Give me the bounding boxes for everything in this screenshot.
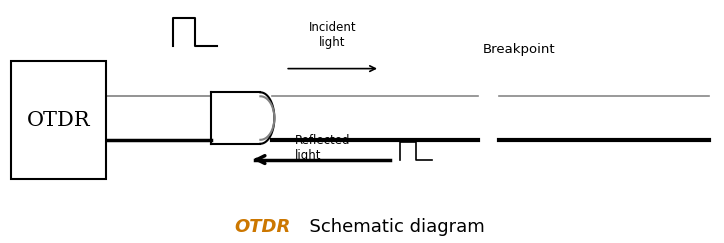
Bar: [12, 61, 106, 179]
Text: OTDR: OTDR: [234, 218, 290, 236]
Text: Reflected
light: Reflected light: [295, 134, 350, 162]
Text: Incident
light: Incident light: [309, 21, 356, 49]
Text: Breakpoint: Breakpoint: [483, 43, 556, 56]
Text: Schematic diagram: Schematic diagram: [298, 218, 485, 236]
Text: OTDR: OTDR: [27, 111, 90, 130]
